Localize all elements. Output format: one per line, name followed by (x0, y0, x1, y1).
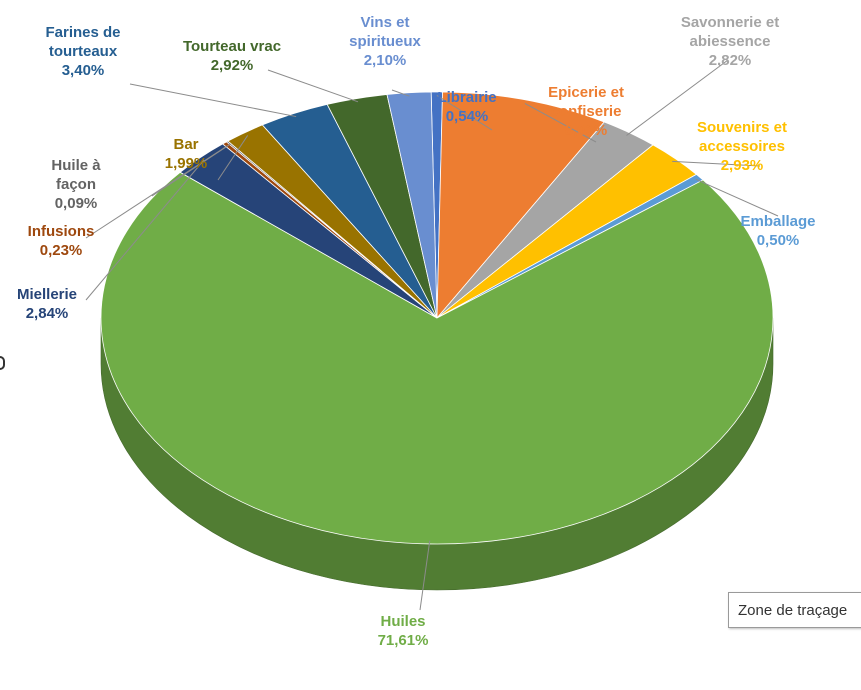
leader-line-farines-de-tourteaux (129, 83, 297, 118)
data-label-huile-a-facon[interactable]: Huile à façon 0,09% (51, 156, 100, 213)
plot-area-tooltip: Zone de traçage (728, 592, 861, 628)
leader-line-vins-et-spiritueux (391, 89, 410, 97)
leader-line-emballage (695, 178, 779, 217)
data-label-value: 1,99% (164, 155, 208, 172)
data-label-souvenirs-et-accessoires[interactable]: Souvenirs et accessoires 2,93% (697, 118, 787, 175)
leader-line-librairie (436, 94, 493, 131)
data-label-value: 2,82% (708, 52, 752, 69)
data-label-epicerie-et-confiserie[interactable]: Epicerie et confiserie 8,03% (548, 83, 624, 140)
data-label-name: Tourteau vrac (182, 38, 282, 55)
data-label-name: Huile à façon (51, 157, 101, 193)
data-label-vins-et-spiritueux[interactable]: Vins et spiritueux 2,10% (349, 13, 421, 70)
data-label-value: 2,92% (210, 57, 254, 74)
data-label-emballage[interactable]: Emballage 0,50% (740, 212, 815, 250)
data-label-value: 0,54% (445, 108, 489, 125)
pie-slice-vins-et-spiritueux[interactable] (386, 91, 438, 319)
data-label-miellerie[interactable]: Miellerie 2,84% (17, 285, 77, 323)
data-label-farines-de-tourteaux[interactable]: Farines de tourteaux 3,40% (45, 23, 120, 80)
data-label-infusions[interactable]: Infusions 0,23% (28, 222, 95, 260)
data-label-bar[interactable]: Bar 1,99% (165, 135, 208, 173)
data-label-value: 0,09% (54, 195, 98, 212)
leader-line-huiles (419, 540, 431, 611)
leader-line-bar (217, 135, 249, 181)
leader-line-huile-a-facon (151, 143, 231, 197)
data-label-name: Huiles (380, 613, 426, 630)
leader-line-epicerie-et-confiserie (524, 102, 597, 143)
data-label-value: 2,10% (363, 52, 407, 69)
data-label-value: 0,23% (39, 242, 83, 259)
leader-line-tourteau-vrac (267, 69, 359, 103)
data-label-name: Bar (173, 136, 199, 153)
data-label-name: Epicerie et confiserie (548, 84, 624, 120)
leader-line-souvenirs-et-accessoires (672, 160, 761, 167)
data-label-savonnerie-et-abiessence[interactable]: Savonnerie et abiessence 2,82% (681, 13, 779, 70)
pie-slice-epicerie-et-confiserie[interactable] (436, 91, 605, 320)
data-label-value: 8,03% (564, 122, 608, 139)
data-label-name: Souvenirs et accessoires (696, 119, 788, 155)
data-label-value: 2,93% (720, 157, 764, 174)
data-label-name: Farines de tourteaux (45, 24, 121, 60)
data-label-librairie[interactable]: Librairie 0,54% (437, 88, 496, 126)
data-label-name: Savonnerie et abiessence (680, 14, 780, 50)
data-label-name: Librairie (437, 89, 497, 106)
data-label-value: 2,84% (25, 305, 69, 322)
resize-handle-icon (0, 356, 5, 370)
data-label-name: Miellerie (16, 286, 78, 303)
data-label-name: Emballage (740, 213, 816, 230)
data-label-value: 3,40% (61, 62, 105, 79)
data-label-value: 71,61% (377, 632, 429, 649)
leader-line-miellerie (85, 159, 205, 301)
data-label-name: Infusions (27, 223, 95, 240)
data-label-tourteau-vrac[interactable]: Tourteau vrac 2,92% (183, 37, 281, 75)
data-label-value: 0,50% (756, 232, 800, 249)
leader-line-savonnerie-et-abiessence (626, 59, 729, 136)
data-label-name: Vins et spiritueux (349, 14, 421, 50)
data-label-huiles[interactable]: Huiles 71,61% (378, 612, 429, 650)
